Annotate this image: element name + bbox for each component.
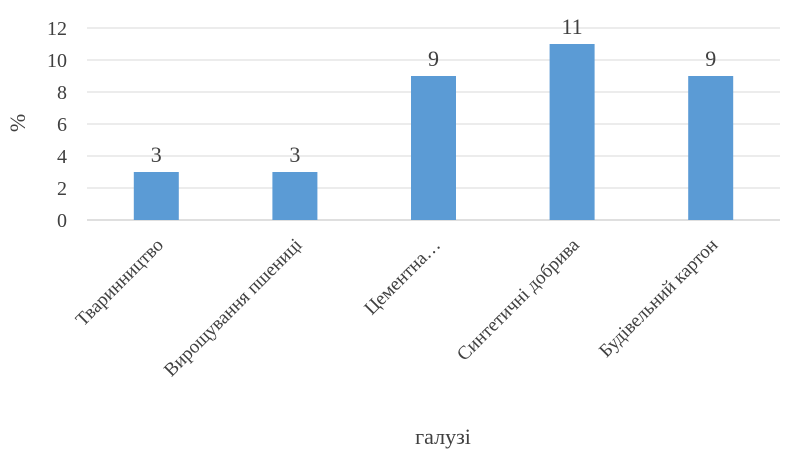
y-tick-label: 4 [57, 146, 67, 168]
y-tick-label: 12 [47, 18, 67, 40]
y-tick-label: 2 [57, 178, 67, 200]
y-tick-label: 8 [57, 82, 67, 104]
y-tick-label: 10 [47, 50, 67, 72]
y-axis-ticks: 0 2 4 6 8 10 12 [47, 18, 67, 232]
bar [272, 172, 318, 220]
x-tick-label: Синтетичні добрива [453, 234, 584, 365]
data-labels: 3 3 9 11 9 [151, 14, 716, 167]
x-tick-label: Цементна… [360, 235, 445, 320]
x-tick-label: Тваринництво [72, 235, 168, 331]
y-tick-label: 6 [57, 114, 67, 136]
bar [133, 172, 179, 220]
bar [411, 76, 456, 220]
y-axis-title: % [5, 114, 30, 132]
x-tick-label: Будівельний картон [595, 235, 722, 362]
data-label: 3 [289, 142, 300, 167]
data-label: 3 [151, 142, 162, 167]
data-label: 9 [428, 46, 439, 71]
y-tick-label: 0 [57, 210, 67, 232]
data-label: 11 [562, 14, 583, 39]
bar [549, 44, 595, 220]
data-label: 9 [705, 46, 716, 71]
x-axis-title: галузі [415, 424, 471, 449]
x-tick-label: Вирощування пшениці [160, 235, 306, 381]
bars [133, 44, 734, 220]
bar [688, 76, 734, 220]
